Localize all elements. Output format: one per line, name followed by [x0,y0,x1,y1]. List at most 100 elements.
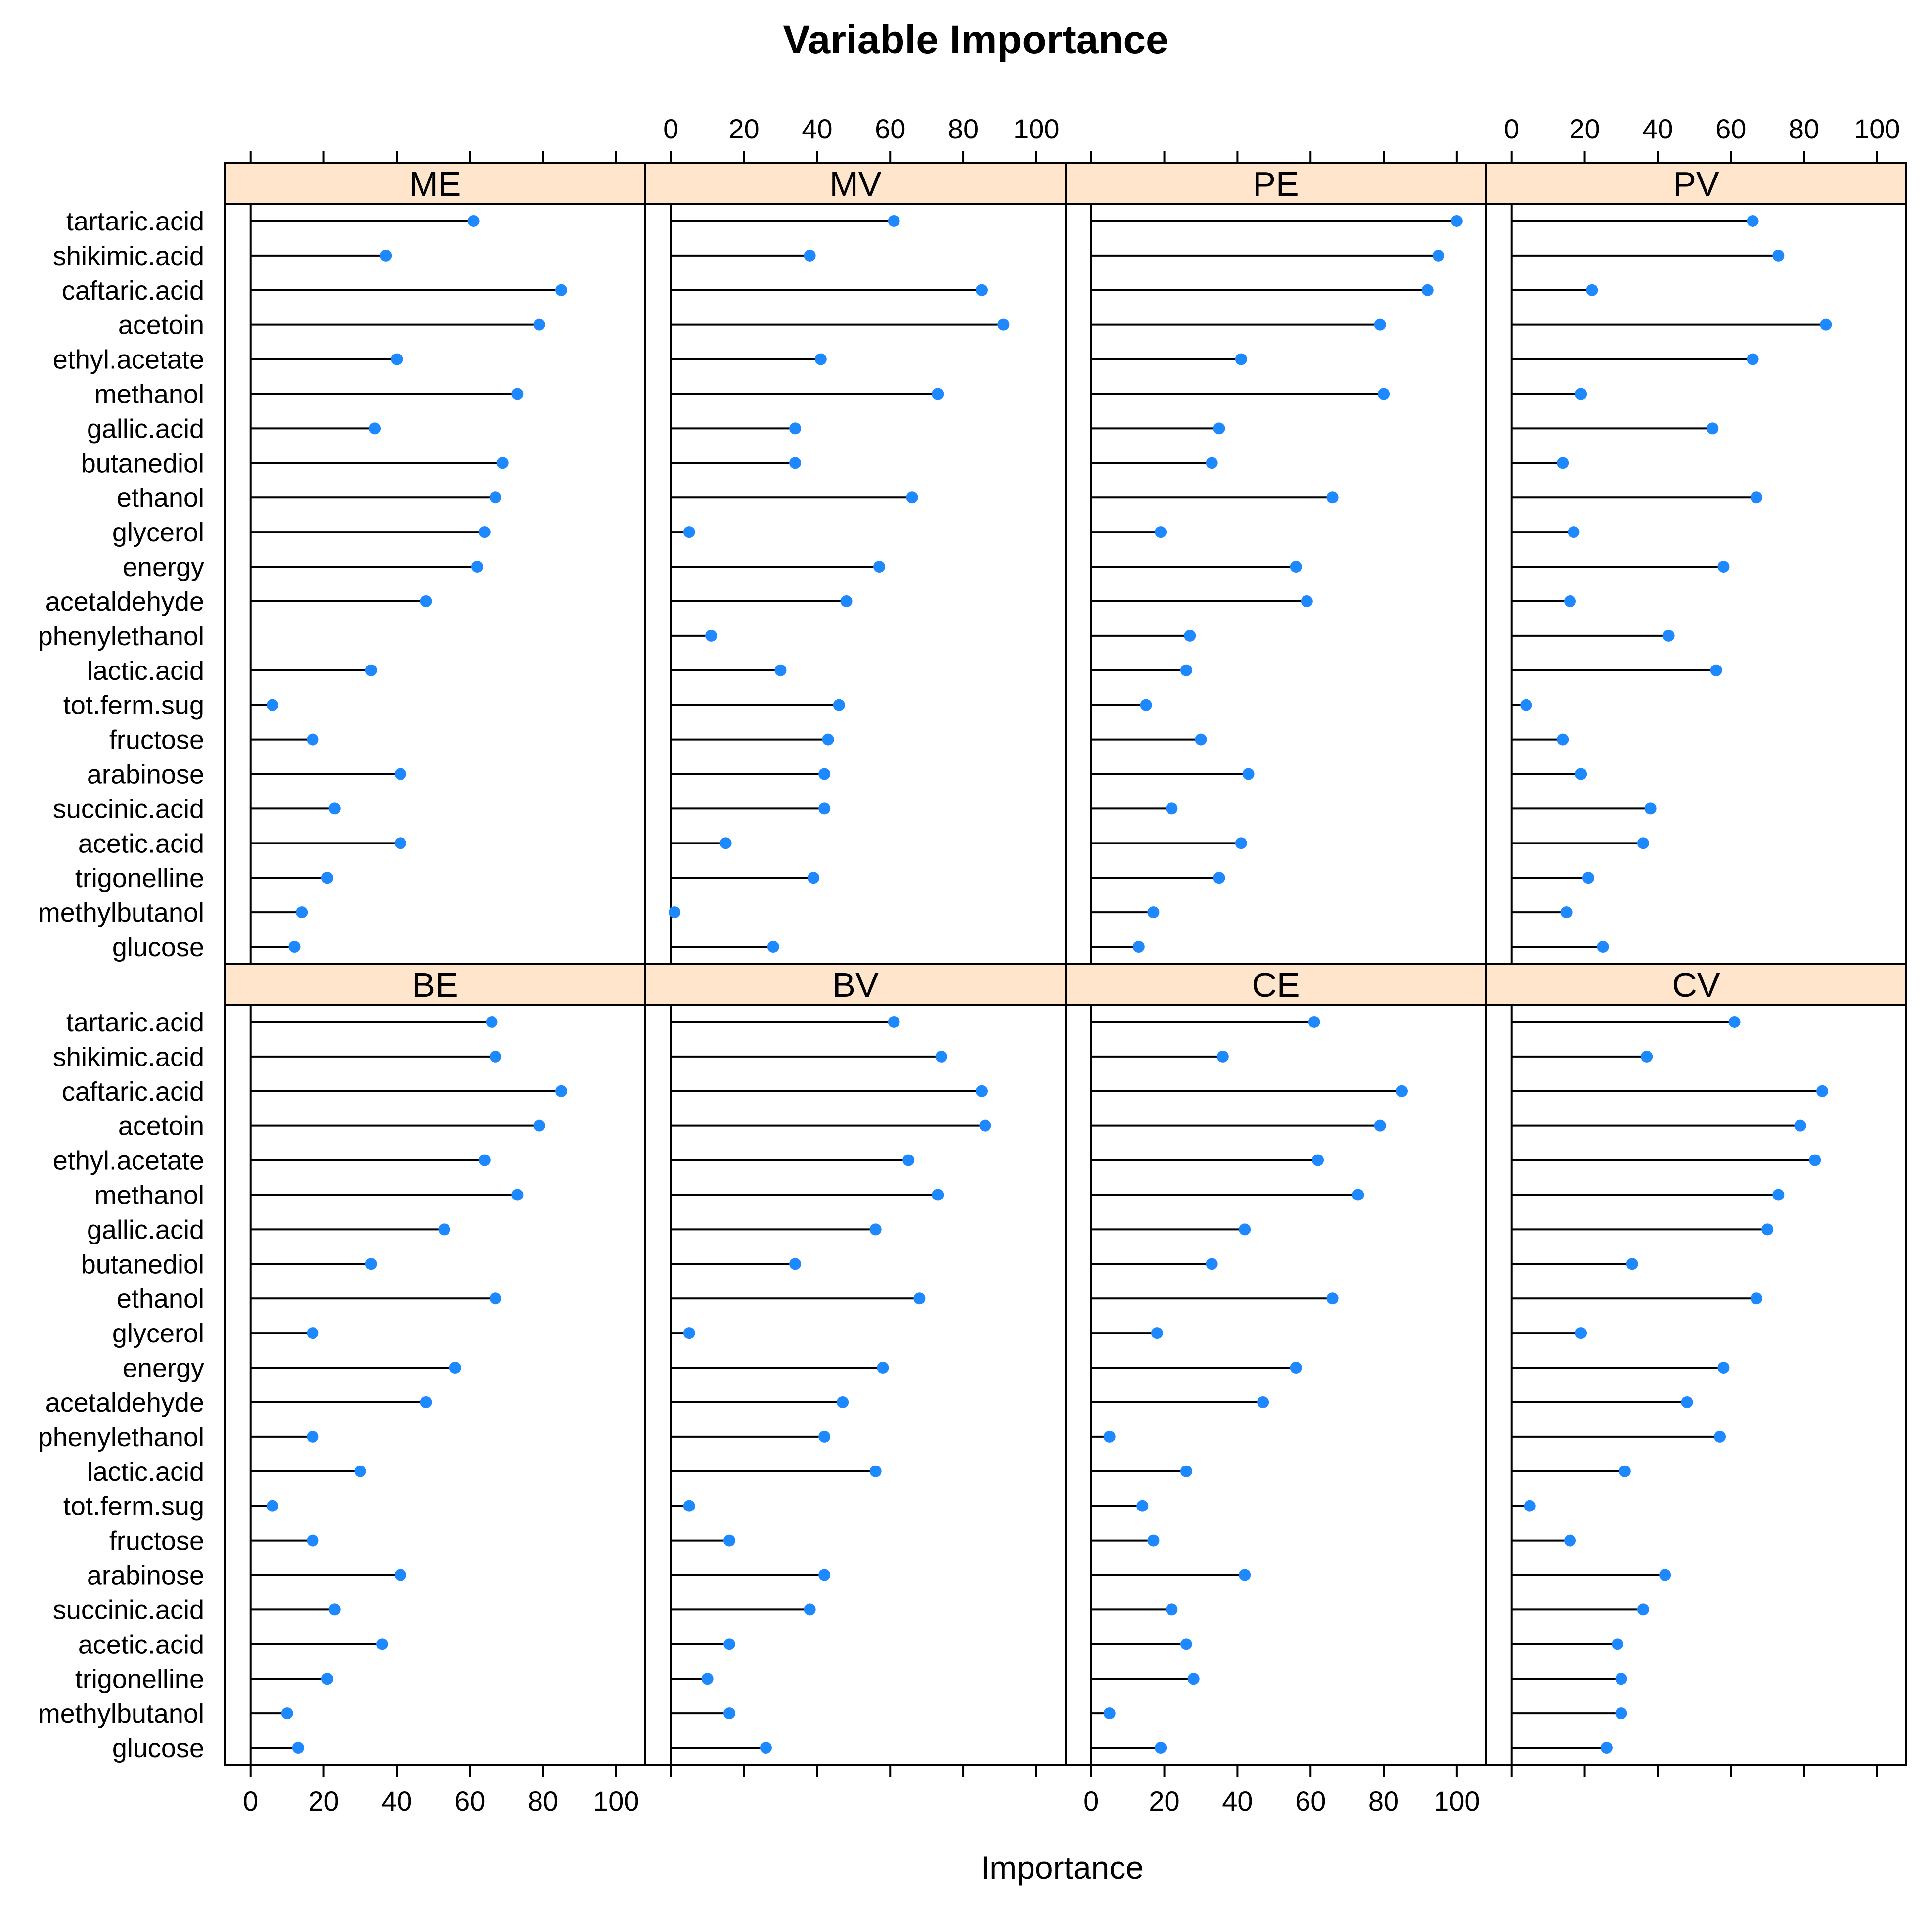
x-tick-label-top: 60 [875,113,905,144]
dot-bv-methanol [932,1189,944,1201]
strip-label-cv: CV [1672,966,1720,1004]
dot-ce-energy [1290,1362,1302,1374]
category-label: energy [123,552,204,582]
dot-cv-energy [1717,1362,1730,1374]
dot-mv-butanediol [789,457,802,469]
category-label: shikimic.acid [53,241,204,271]
dot-be-lactic.acid [354,1465,366,1477]
dot-ce-tartaric.acid [1308,1016,1320,1028]
dot-ce-gallic.acid [1239,1223,1251,1236]
dot-ce-acetaldehyde [1257,1396,1269,1408]
dot-pe-glucose [1132,941,1145,953]
dot-mv-glycerol [683,526,695,538]
x-tick-label-top: 80 [1789,113,1819,144]
dot-bv-caftaric.acid [976,1085,988,1097]
dot-be-glycerol [307,1327,319,1339]
category-label: acetic.acid [78,829,204,858]
dot-me-butanediol [496,457,509,469]
dot-mv-ethanol [906,491,918,504]
category-label: trigonelline [75,1664,204,1694]
dot-be-tartaric.acid [486,1016,498,1028]
dot-mv-trigonelline [808,872,819,884]
dot-me-caftaric.acid [555,284,567,296]
category-label: butanediol [81,448,204,478]
category-label: arabinose [87,1561,204,1591]
dot-pe-butanediol [1206,457,1218,469]
category-label: phenylethanol [38,622,204,651]
dot-me-tot.ferm.sug [267,699,279,711]
category-labels: tartaric.acid shikimic.acid caftaric.acid a… [38,207,204,1763]
x-tick-label-top: 20 [728,113,759,144]
dot-pe-ethanol [1326,491,1339,504]
category-label: gallic.acid [87,1215,204,1244]
dot-mv-fructose [822,733,834,746]
dot-ce-butanediol [1206,1258,1218,1270]
dot-mv-methanol [932,388,944,400]
dot-pe-trigonelline [1213,872,1225,884]
dot-pv-acetic.acid [1637,837,1649,849]
dot-cv-caftaric.acid [1816,1085,1828,1097]
dot-be-ethanol [489,1292,501,1305]
dot-pe-methylbutanol [1147,906,1160,919]
x-tick-label-bottom: 40 [1222,1785,1253,1817]
dot-bv-butanediol [789,1258,802,1270]
x-tick-label-top: 0 [663,113,678,144]
category-label: shikimic.acid [53,1042,204,1072]
dot-pv-caftaric.acid [1586,284,1598,296]
category-label: acetic.acid [78,1630,204,1659]
dot-me-shikimic.acid [380,249,392,262]
dot-me-glucose [288,941,301,953]
dot-be-succinic.acid [328,1603,341,1616]
category-label: acetaldehyde [45,587,204,617]
dot-me-acetic.acid [394,837,406,849]
dot-bv-glycerol [683,1327,695,1339]
dot-pv-tartaric.acid [1747,215,1759,227]
dot-me-succinic.acid [328,802,341,815]
dot-me-tartaric.acid [467,215,480,227]
category-label: methylbutanol [38,1699,204,1729]
category-label: energy [123,1353,204,1383]
dot-be-acetaldehyde [420,1396,432,1408]
dot-pe-energy [1290,561,1302,573]
dot-pv-glycerol [1568,526,1580,538]
panel-border [1485,963,1907,1766]
dot-pe-arabinose [1242,768,1255,780]
dot-bv-fructose [723,1534,735,1547]
dot-me-gallic.acid [369,422,381,435]
dot-me-arabinose [394,768,406,780]
dot-bv-tot.ferm.sug [683,1500,695,1512]
dot-bv-shikimic.acid [935,1050,947,1063]
x-tick-label-bottom: 20 [308,1785,339,1817]
category-label: caftaric.acid [62,1077,204,1107]
dot-be-tot.ferm.sug [267,1500,279,1512]
dot-me-trigonelline [321,872,333,884]
panel-bv: BV [644,963,1067,1766]
dot-mv-ethyl.acetate [814,353,827,365]
dot-pe-acetaldehyde [1301,595,1313,607]
dot-be-phenylethanol [307,1430,319,1443]
dot-cv-methylbutanol [1615,1707,1627,1720]
x-tick-label-top: 100 [1854,113,1900,144]
dot-bv-phenylethanol [818,1430,831,1443]
dot-cv-glucose [1600,1742,1613,1754]
dot-ce-caftaric.acid [1396,1085,1408,1097]
dot-pv-succinic.acid [1644,802,1657,815]
x-tick-label-bottom: 40 [381,1785,412,1817]
category-label: tartaric.acid [66,207,204,236]
strip-mv [644,162,1067,205]
dot-me-methylbutanol [296,906,308,919]
dot-pe-tot.ferm.sug [1140,699,1152,711]
dot-pv-phenylethanol [1662,629,1675,642]
category-label: succinic.acid [53,1595,204,1625]
dot-cv-tot.ferm.sug [1524,1500,1536,1512]
dot-pe-acetic.acid [1235,837,1247,849]
strip-label-pv: PV [1673,165,1719,203]
dot-mv-acetoin [997,318,1010,331]
dot-me-ethyl.acetate [391,353,403,365]
dot-cv-acetic.acid [1612,1638,1624,1650]
dot-be-arabinose [394,1569,406,1581]
x-tick-label-bottom: 100 [1434,1785,1480,1817]
category-label: methylbutanol [38,898,204,928]
dot-ce-glycerol [1151,1327,1163,1339]
dot-ce-lactic.acid [1180,1465,1192,1477]
